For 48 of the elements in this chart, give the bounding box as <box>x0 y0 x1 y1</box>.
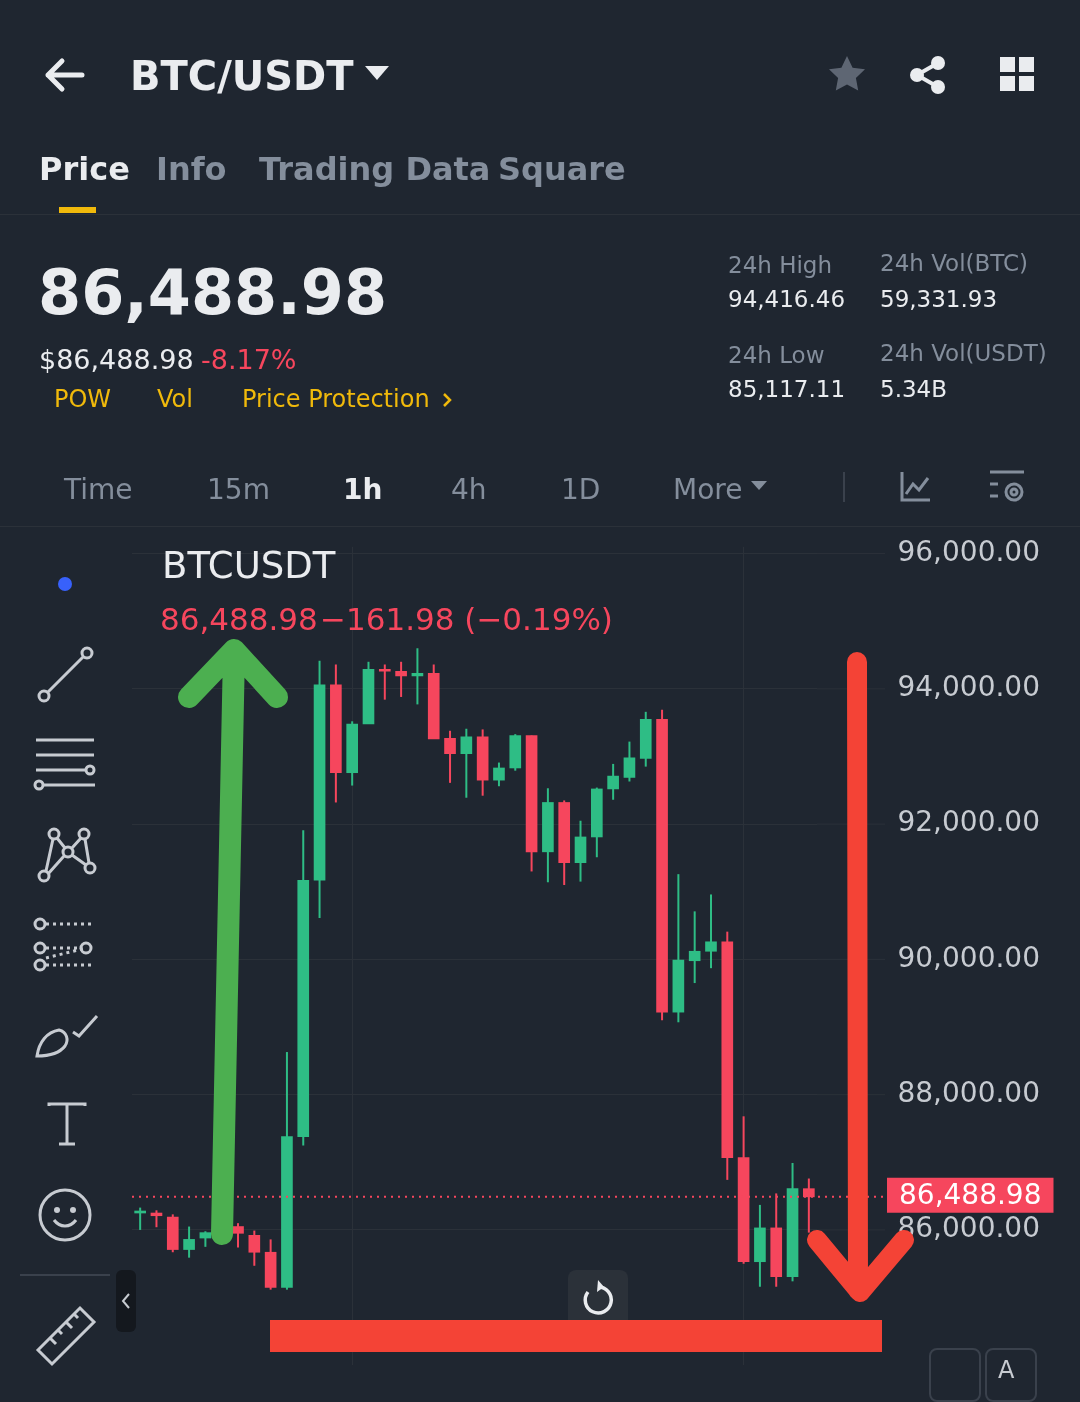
candlestick <box>444 729 456 784</box>
text: More <box>673 473 743 506</box>
y-tick-label: 90,000.00 <box>897 940 1040 974</box>
text: 1D <box>561 473 601 506</box>
text: 85,117.11 <box>728 376 846 402</box>
text: 59,331.93 <box>880 286 998 312</box>
text: 24h Vol(BTC) <box>880 250 1029 276</box>
candlestick <box>705 893 717 970</box>
annotation: −161.98 (−0.19%) <box>320 601 613 637</box>
text: POW <box>54 385 112 413</box>
text: Time <box>64 473 133 506</box>
candlestick <box>688 910 701 985</box>
text: -8.17% <box>201 344 297 375</box>
y-tick-label: 94,000.00 <box>897 670 1040 704</box>
text: 1h <box>343 473 383 506</box>
text: Square <box>498 150 626 188</box>
text: 24h Low <box>728 342 825 368</box>
text: 5.34B <box>880 376 947 402</box>
candlestick <box>493 761 505 788</box>
annotation: BTCUSDT <box>162 544 336 587</box>
text: 94,416.46 <box>728 286 846 312</box>
text: 15m <box>207 473 270 506</box>
ref-line-label: 86,488.98 <box>899 1178 1042 1212</box>
text: 86,488.98 <box>38 256 388 329</box>
candlestick <box>460 727 473 799</box>
text: $86,488.98 <box>39 344 194 375</box>
candlestick <box>607 762 619 801</box>
y-tick-label: 96,000.00 <box>897 534 1040 568</box>
chart-title: BTC/USDT <box>130 53 354 99</box>
y-tick-label: 92,000.00 <box>897 805 1040 839</box>
text: Price Protection <box>242 385 430 413</box>
candlestick <box>378 663 391 701</box>
text: 4h <box>451 473 487 506</box>
candlestick <box>232 1222 244 1249</box>
text: 24h High <box>728 252 833 278</box>
y-tick-label: 88,000.00 <box>897 1075 1040 1109</box>
text: Info <box>156 150 227 188</box>
candlestick <box>248 1229 261 1267</box>
annotation: 86,488.98 <box>160 601 318 637</box>
text: Price <box>39 150 130 188</box>
candlestick <box>623 740 636 783</box>
text: 24h Vol(USDT) <box>880 340 1047 366</box>
candlestick <box>395 660 407 698</box>
text: A <box>998 1356 1015 1384</box>
text: Vol <box>157 385 193 413</box>
y-tick-label: 86,000.00 <box>897 1211 1040 1245</box>
text: Trading Data <box>259 150 491 188</box>
candlestick <box>183 1225 195 1259</box>
